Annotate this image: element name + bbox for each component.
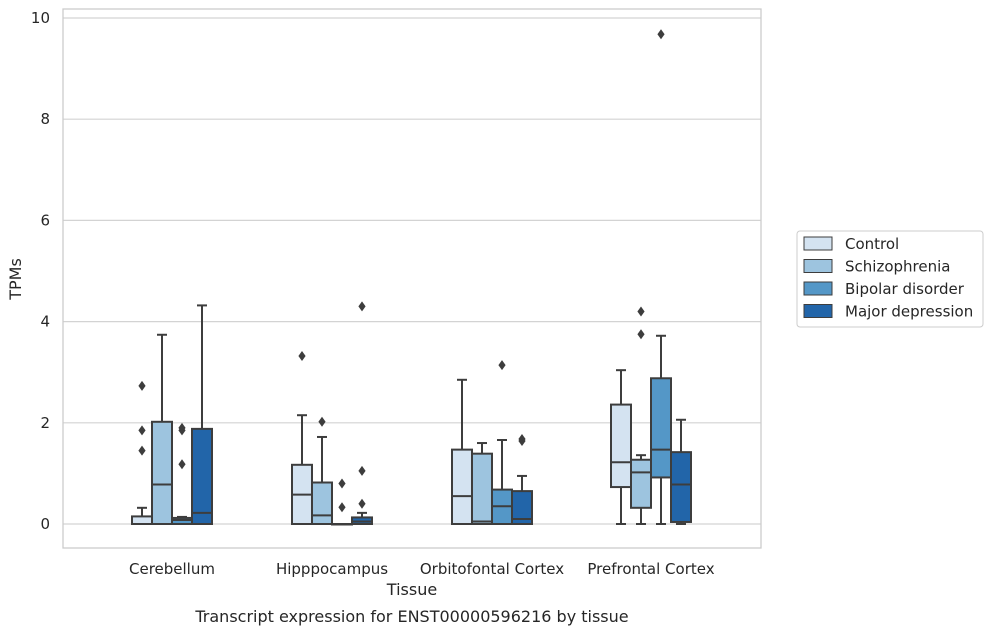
x-tick-label: Hipppocampus [276,560,388,578]
y-tick-label: 2 [40,414,50,432]
legend-swatch [803,259,833,273]
box [311,481,333,525]
boxes [131,29,692,526]
outlier-point [138,445,146,456]
y-tick-label: 6 [40,211,50,229]
x-tick-labels: Cerebellum Hipppocampus Orbitofontal Corte… [129,560,715,578]
box-group [131,380,153,525]
outlier-point [318,416,326,427]
outlier-point [498,360,506,371]
x-tick-label: Cerebellum [129,560,215,578]
legend-swatch [803,304,833,318]
box-group [511,433,533,525]
outlier-point [138,380,146,391]
outlier-point [358,465,366,476]
box [151,420,173,525]
chart-caption: Transcript expression for ENST0000059621… [194,607,628,626]
box-group [171,422,193,525]
x-axis-label: Tissue [386,580,437,599]
outlier-point [637,306,645,317]
y-tick-label: 8 [40,110,50,128]
legend: Control Schizophrenia Bipolar disorder Majo… [796,230,984,328]
legend-label: Major depression [845,303,973,321]
outlier-point [338,502,346,513]
box [610,403,632,489]
legend-label: Control [845,235,899,253]
y-tick-label: 0 [40,515,50,533]
box [670,451,692,523]
legend-frame [796,230,984,328]
box [451,448,473,526]
box [471,452,493,525]
y-axis-label: TPMs [6,258,25,301]
outlier-point [338,478,346,489]
box [650,377,672,479]
outlier-point [637,329,645,340]
outlier-point [298,351,306,362]
outlier-point [178,459,186,470]
box-group [311,416,333,525]
outlier-point [358,301,366,312]
box-group [630,306,652,525]
box-group [191,304,213,526]
box-group [291,351,313,526]
box-group [670,418,692,525]
y-tick-label: 10 [31,9,50,27]
box-group [351,301,373,525]
outlier-point [518,433,526,444]
box-group [610,369,632,525]
outlier-point [657,29,665,40]
outlier-point [358,498,366,509]
box [131,515,153,525]
box [511,490,533,525]
outlier-point [178,422,186,433]
box-group [650,29,672,525]
x-tick-label: Prefrontal Cortex [587,560,714,578]
box-group [491,360,513,526]
x-tick-label: Orbitofontal Cortex [420,560,564,578]
legend-label: Bipolar disorder [845,280,965,298]
box [630,458,652,509]
box-group [471,442,493,525]
box [191,427,213,526]
box [171,516,193,525]
plot-frame [62,8,762,549]
legend-swatch [803,236,833,251]
box-group [451,378,473,526]
outlier-point [138,425,146,436]
legend-label: Schizophrenia [845,258,950,276]
y-tick-labels: 0 2 4 6 8 10 [31,9,50,533]
legend-swatch [803,281,833,296]
y-tick-label: 4 [40,313,50,331]
box-group [151,333,173,525]
box-group [331,478,353,526]
